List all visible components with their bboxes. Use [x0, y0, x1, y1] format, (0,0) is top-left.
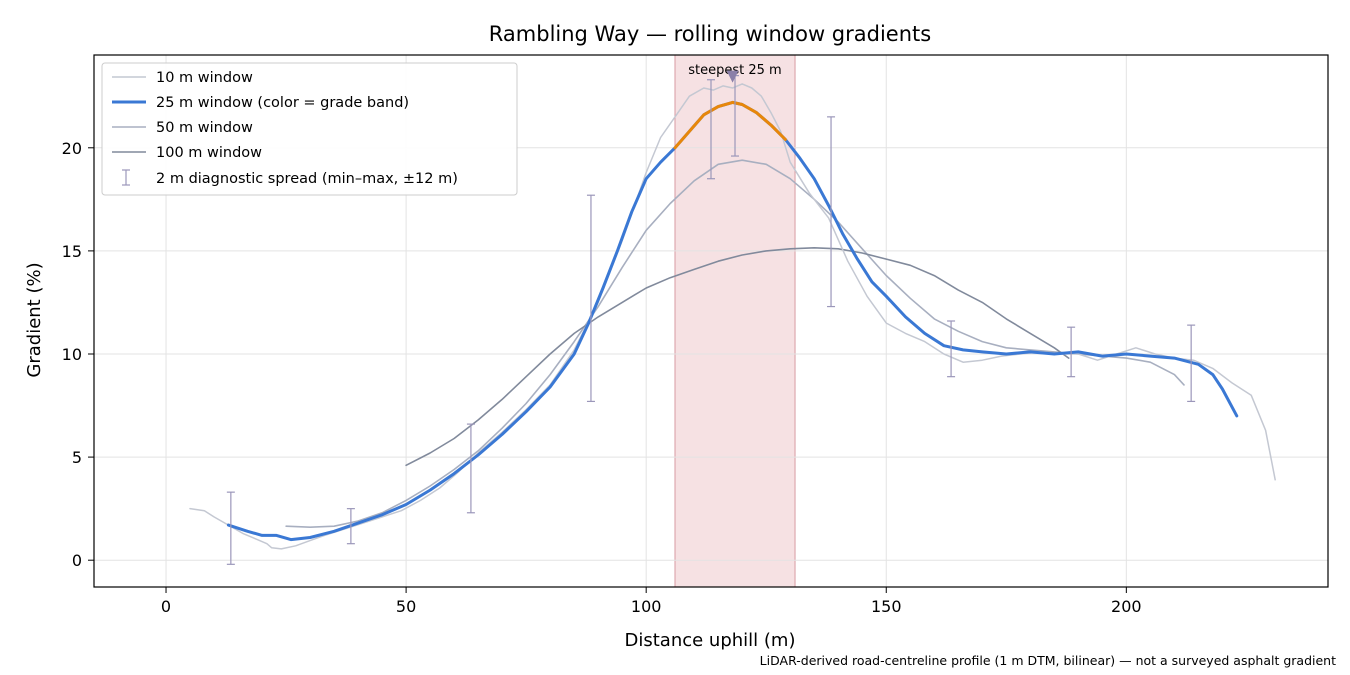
- legend-label-100m: 100 m window: [156, 145, 262, 161]
- legend-label-10m: 10 m window: [156, 70, 253, 86]
- error-bar: [827, 116, 836, 308]
- error-bar: [226, 491, 235, 565]
- legend: 10 m window 25 m window (color = grade b…: [101, 62, 518, 196]
- y-axis-label: Gradient (%): [24, 262, 45, 377]
- diagnostic-error-bars: [226, 75, 1196, 565]
- footnote: LiDAR-derived road-centreline profile (1…: [760, 653, 1336, 668]
- y-tick-label: 10: [62, 345, 82, 364]
- x-tick-label: 100: [631, 597, 662, 616]
- legend-label-25m: 25 m window (color = grade band): [156, 95, 409, 111]
- legend-label-errorbar: 2 m diagnostic spread (min–max, ±12 m): [156, 171, 458, 187]
- y-tick-label: 5: [72, 448, 82, 467]
- error-bar: [707, 79, 715, 180]
- series-line-0: [189, 83, 1276, 550]
- legend-label-50m: 50 m window: [156, 120, 253, 136]
- legend-box: [101, 62, 518, 196]
- chart-title: Rambling Way — rolling window gradients: [489, 22, 931, 46]
- error-bar: [947, 320, 956, 378]
- x-axis-label: Distance uphill (m): [625, 630, 796, 651]
- y-tick-label: 0: [72, 551, 82, 570]
- error-bar: [346, 508, 355, 545]
- x-tick-label: 50: [396, 597, 416, 616]
- x-tick-label: 0: [161, 597, 171, 616]
- error-bar: [466, 423, 475, 514]
- x-tick-label: 150: [871, 597, 902, 616]
- series-lines: [189, 83, 1276, 550]
- series-line-3: [405, 247, 1070, 467]
- error-bar: [1067, 326, 1076, 378]
- plot-frame: [93, 54, 1329, 588]
- legend-swatch-errorbar: [122, 169, 130, 186]
- error-bar: [1187, 324, 1196, 403]
- annotations: steepest 25 m: [688, 63, 782, 83]
- grade-band-segment: [673, 100, 787, 150]
- y-tick-label: 20: [62, 139, 82, 158]
- steepest-label: steepest 25 m: [688, 63, 781, 78]
- steepest-marker: [726, 70, 739, 83]
- x-tick-label: 200: [1111, 597, 1142, 616]
- y-tick-label: 15: [62, 242, 82, 261]
- axis-ticks: 0 50 100 150 200 0 5 10 15 20: [62, 139, 1142, 616]
- series-line-2: [285, 159, 1185, 529]
- error-bar: [586, 194, 595, 403]
